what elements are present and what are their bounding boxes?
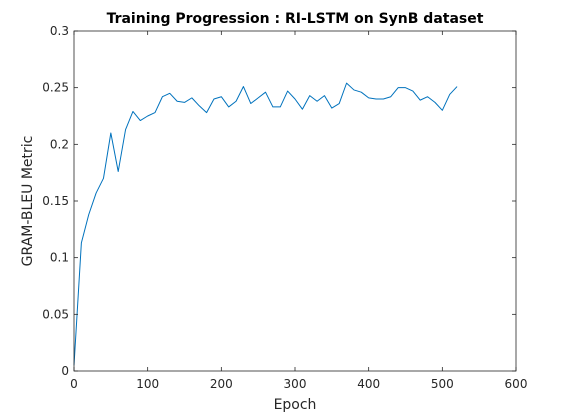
y-tick-label: 0.2 — [50, 137, 69, 151]
x-tick-label: 500 — [431, 377, 454, 391]
plot-area — [74, 31, 516, 371]
y-axis: 0 0.05 0.1 0.15 0.2 0.25 0.3 — [42, 24, 516, 378]
x-tick-label: 600 — [505, 377, 528, 391]
chart-title: Training Progression : RI-LSTM on SynB d… — [107, 11, 484, 27]
y-tick-label: 0.05 — [42, 307, 69, 321]
x-tick-label: 300 — [284, 377, 307, 391]
x-axis-label: Epoch — [274, 397, 317, 413]
y-tick-label: 0 — [61, 364, 69, 378]
series-line-0 — [73, 82, 458, 366]
x-tick-label: 0 — [70, 377, 78, 391]
x-tick-label: 100 — [136, 377, 159, 391]
y-tick-label: 0.3 — [50, 24, 69, 38]
y-tick-label: 0.25 — [42, 81, 69, 95]
x-tick-label: 200 — [210, 377, 233, 391]
series-layer — [73, 82, 458, 366]
x-tick-label: 400 — [357, 377, 380, 391]
x-axis: 0 100 200 300 400 500 600 — [70, 31, 527, 391]
y-tick-label: 0.15 — [42, 194, 69, 208]
y-tick-label: 0.1 — [50, 251, 69, 265]
y-axis-label: GRAM-BLEU Metric — [20, 136, 36, 267]
